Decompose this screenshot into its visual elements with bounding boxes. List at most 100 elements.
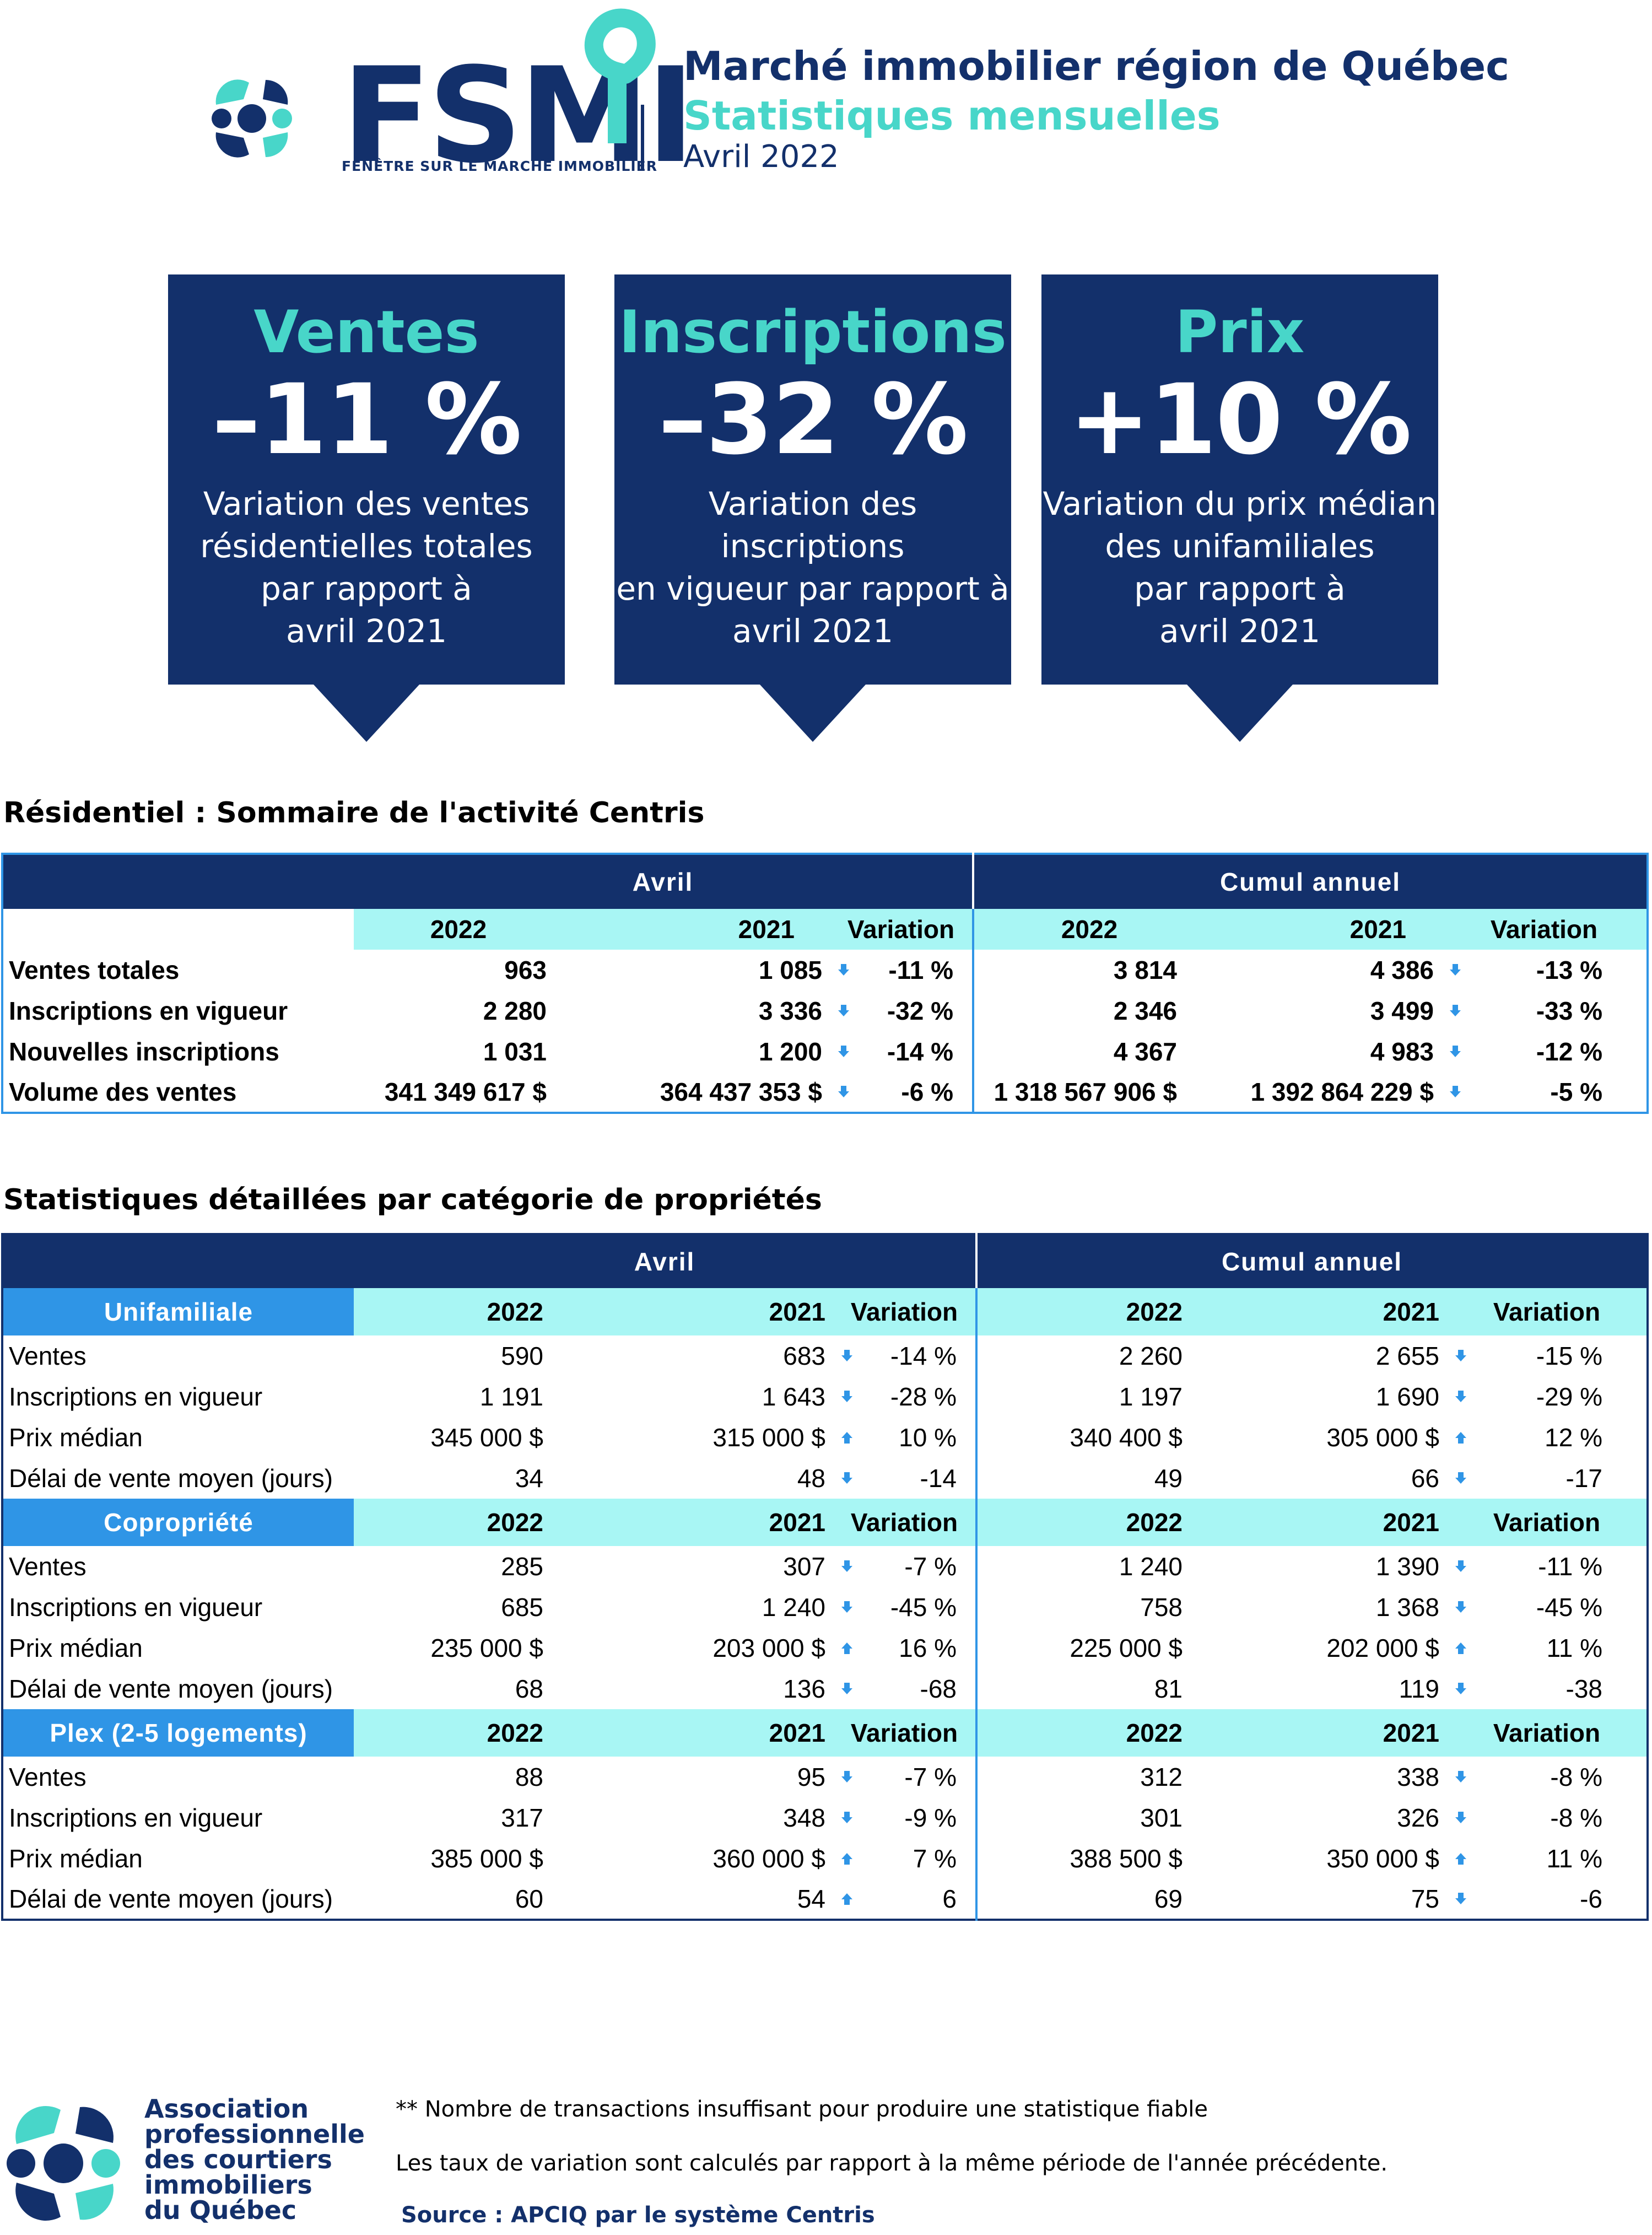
value-cumul-2022: 4 367 bbox=[972, 1031, 1205, 1072]
value-cumul-2021: 350 000 $ bbox=[1326, 1844, 1439, 1873]
col-header: 2022 bbox=[354, 1499, 560, 1546]
col-header: 2021 bbox=[1210, 1288, 1447, 1335]
table-row: Prix médian 345 000 $ 315 000 $ 10 % 340 400… bbox=[2, 1417, 1648, 1458]
kpi-pointer bbox=[760, 685, 866, 742]
value-avril-2022: 34 bbox=[515, 1464, 543, 1493]
table-row: Inscriptions en vigueur 685 1 240 -45 % 758 1… bbox=[2, 1587, 1648, 1628]
value-avril-2022: 1 031 bbox=[483, 1037, 547, 1066]
header-divider bbox=[641, 105, 644, 171]
value-avril-2021: 307 bbox=[783, 1552, 825, 1581]
category-header-row: Copropriété 2022 2021 Variation 2022 2021 Vari… bbox=[2, 1499, 1648, 1546]
variation-arrow-cell bbox=[1447, 1628, 1475, 1668]
arrow-down-icon bbox=[838, 1086, 849, 1097]
kpi-desc-line: en vigueur par rapport à bbox=[616, 570, 1009, 607]
detail-section-title: Statistiques détaillées par catégorie de… bbox=[3, 1183, 822, 1216]
value-cumul-2022: 81 bbox=[975, 1668, 1210, 1709]
arrow-down-icon bbox=[841, 1812, 852, 1823]
summary-section-title: Résidentiel : Sommaire de l'activité Cen… bbox=[3, 796, 705, 830]
kpi-description: Variation des ventes résidentielles tota… bbox=[168, 483, 565, 653]
variation-arrow-cell bbox=[833, 1546, 861, 1587]
col-header: 2021 bbox=[1210, 1709, 1447, 1757]
row-label: Inscriptions en vigueur bbox=[9, 1803, 263, 1832]
value-avril-2021: 48 bbox=[797, 1464, 825, 1493]
value-cumul-2022: 1 197 bbox=[975, 1376, 1210, 1417]
value-avril-2021: 54 bbox=[797, 1884, 825, 1913]
kpi-pointer bbox=[1187, 685, 1293, 742]
empty-header-cell bbox=[2, 854, 354, 909]
kpi-description: Variation du prix médian des unifamilial… bbox=[1041, 483, 1438, 653]
fsmi-logo-swirl bbox=[584, 6, 656, 153]
col-header: 2022 bbox=[354, 909, 563, 950]
variation-arrow-cell bbox=[1442, 1072, 1469, 1113]
kpi-description: Variation des inscriptions en vigueur pa… bbox=[614, 483, 1011, 653]
row-label: Nouvelles inscriptions bbox=[9, 1037, 279, 1066]
detail-table: Avril Cumul annuel Unifamiliale 2022 2021 V… bbox=[1, 1233, 1649, 1921]
value-avril-2021: 1 085 bbox=[758, 956, 822, 984]
value-avril-2022: 590 bbox=[501, 1342, 543, 1370]
row-label: Ventes bbox=[9, 1763, 87, 1791]
value-avril-2021: 364 437 353 $ bbox=[660, 1078, 822, 1106]
variation-arrow-cell bbox=[1447, 1458, 1475, 1499]
report-period: Avril 2022 bbox=[683, 139, 839, 175]
variation-avril: 10 % bbox=[899, 1423, 957, 1452]
value-cumul-2022: 49 bbox=[975, 1458, 1210, 1499]
group-header-cumul: Cumul annuel bbox=[972, 854, 1648, 909]
variation-arrow-cell bbox=[1442, 990, 1469, 1031]
variation-arrow-cell bbox=[1447, 1376, 1475, 1417]
variation-cumul: 11 % bbox=[1546, 1634, 1602, 1662]
variation-arrow-cell bbox=[833, 1797, 861, 1838]
row-label: Prix médian bbox=[9, 1423, 143, 1452]
value-cumul-2021: 1 390 bbox=[1375, 1552, 1439, 1581]
col-header: 2022 bbox=[354, 1288, 560, 1335]
arrow-down-icon bbox=[1455, 1350, 1466, 1361]
arrow-up-icon bbox=[841, 1432, 852, 1444]
table-row: Prix médian 385 000 $ 360 000 $ 7 % 388 500 … bbox=[2, 1838, 1648, 1879]
table-row: Inscriptions en vigueur 2 280 3 336 -32 % 2 … bbox=[2, 990, 1648, 1031]
col-header: Variation bbox=[1447, 1288, 1648, 1335]
value-cumul-2022: 388 500 $ bbox=[975, 1838, 1210, 1879]
footnote-variation: Les taux de variation sont calculés par … bbox=[396, 2151, 1388, 2176]
category-header-row: Unifamiliale 2022 2021 Variation 2022 2021 Var… bbox=[2, 1288, 1648, 1335]
arrow-up-icon bbox=[841, 1853, 852, 1865]
detail-group-header-row: Avril Cumul annuel bbox=[2, 1234, 1648, 1288]
variation-arrow-cell bbox=[833, 1838, 861, 1879]
value-cumul-2022: 1 318 567 906 $ bbox=[972, 1072, 1205, 1113]
variation-arrow-cell bbox=[833, 1335, 861, 1376]
variation-arrow-cell bbox=[833, 1879, 861, 1920]
variation-arrow-cell bbox=[833, 1668, 861, 1709]
row-label: Ventes totales bbox=[9, 956, 180, 984]
value-cumul-2021: 75 bbox=[1411, 1884, 1439, 1913]
variation-arrow-cell bbox=[833, 1628, 861, 1668]
arrow-down-icon bbox=[838, 1005, 849, 1016]
value-cumul-2022: 1 240 bbox=[975, 1546, 1210, 1587]
variation-avril: -11 % bbox=[888, 956, 953, 984]
variation-cumul: -12 % bbox=[1536, 1037, 1602, 1066]
variation-arrow-cell bbox=[830, 1031, 857, 1072]
table-row: Ventes 88 95 -7 % 312 338 -8 % bbox=[2, 1757, 1648, 1797]
row-label: Inscriptions en vigueur bbox=[9, 1382, 263, 1411]
table-row: Ventes 285 307 -7 % 1 240 1 390 -11 % bbox=[2, 1546, 1648, 1587]
kpi-desc-line: Variation des inscriptions bbox=[708, 485, 917, 565]
apciq-name: Association professionnelle des courtier… bbox=[144, 2096, 365, 2223]
value-avril-2021: 1 200 bbox=[758, 1037, 822, 1066]
value-cumul-2021: 305 000 $ bbox=[1326, 1423, 1439, 1452]
variation-arrow-cell bbox=[1447, 1587, 1475, 1628]
variation-arrow-cell bbox=[1447, 1335, 1475, 1376]
col-header: 2022 bbox=[354, 1709, 560, 1757]
arrow-down-icon bbox=[1450, 964, 1461, 976]
kpi-value: +10 % bbox=[1068, 363, 1412, 476]
source-note: Source : APCIQ par le système Centris bbox=[401, 2202, 875, 2228]
col-header: 2021 bbox=[560, 1288, 833, 1335]
empty-header-cell bbox=[2, 1234, 354, 1288]
table-row: Nouvelles inscriptions 1 031 1 200 -14 % 4 3… bbox=[2, 1031, 1648, 1072]
variation-cumul: -45 % bbox=[1536, 1593, 1602, 1622]
value-avril-2022: 235 000 $ bbox=[430, 1634, 543, 1662]
apciq-footer-logo-mark bbox=[0, 2094, 127, 2232]
col-header: Variation bbox=[833, 1288, 976, 1335]
kpi-desc-line: avril 2021 bbox=[1159, 612, 1320, 650]
variation-cumul: -33 % bbox=[1536, 997, 1602, 1025]
variation-cumul: 12 % bbox=[1545, 1423, 1602, 1452]
arrow-down-icon bbox=[1455, 1391, 1466, 1402]
kpi-desc-line: des unifamiliales bbox=[1105, 527, 1375, 565]
variation-arrow-cell bbox=[1447, 1417, 1475, 1458]
